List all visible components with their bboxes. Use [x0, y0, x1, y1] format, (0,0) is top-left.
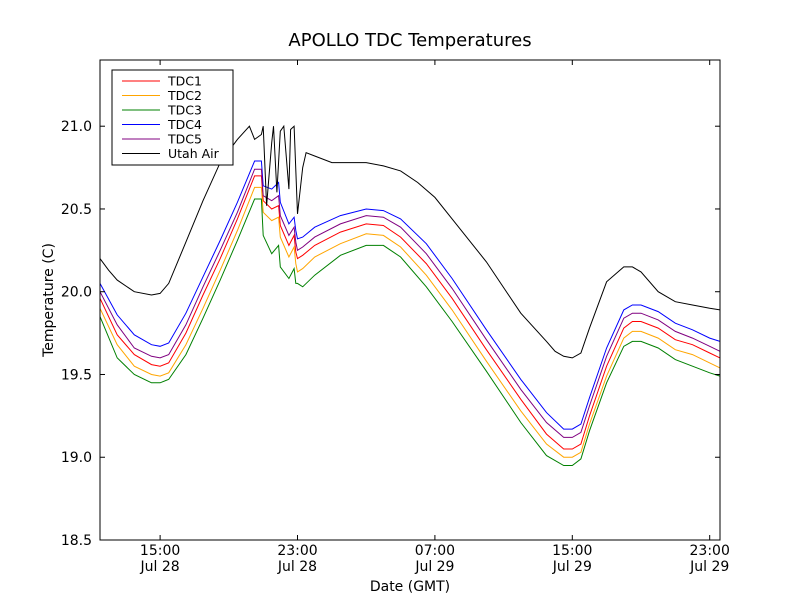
- legend-box: [111, 69, 234, 166]
- legend-label: TDC1: [167, 74, 202, 89]
- series-line-tdc4: [99, 160, 721, 430]
- y-tick-label: 19.5: [61, 367, 92, 383]
- series-line-utah-air: [99, 124, 721, 359]
- plot-lines: [99, 124, 721, 466]
- legend-label: TDC2: [167, 88, 202, 103]
- x-axis-label: Date (GMT): [370, 579, 450, 595]
- x-tick-label-time: 15:00: [140, 543, 180, 559]
- chart-title: APOLLO TDC Temperatures: [288, 30, 531, 51]
- series-line-tdc2: [99, 186, 721, 458]
- x-tick-label-time: 23:00: [277, 543, 317, 559]
- y-tick-label: 20.5: [61, 202, 92, 218]
- legend-label: TDC4: [167, 117, 202, 132]
- legend-label: TDC3: [167, 103, 202, 118]
- x-tick-label-date: Jul 29: [552, 559, 592, 575]
- y-tick-label: 18.5: [61, 533, 92, 549]
- series-line-tdc3: [99, 198, 721, 466]
- y-tick-label: 20.0: [61, 285, 92, 301]
- series-line-tdc5: [99, 168, 721, 438]
- x-tick-label-date: Jul 28: [140, 559, 180, 575]
- series-line-tdc1: [99, 175, 721, 450]
- x-tick-label-date: Jul 29: [414, 559, 454, 575]
- x-tick-label-time: 07:00: [415, 543, 455, 559]
- plot-frame: [99, 59, 721, 541]
- x-tick-label-date: Jul 28: [277, 559, 317, 575]
- y-axis-label: Temperature (C): [41, 243, 57, 358]
- y-tick-label: 19.0: [61, 450, 92, 466]
- legend-label: Utah Air: [168, 146, 220, 161]
- x-tick-label-time: 23:00: [690, 543, 730, 559]
- x-tick-label-date: Jul 29: [689, 559, 729, 575]
- x-tick-label-time: 15:00: [552, 543, 592, 559]
- y-tick-label: 21.0: [61, 119, 92, 135]
- legend-label: TDC5: [167, 132, 202, 147]
